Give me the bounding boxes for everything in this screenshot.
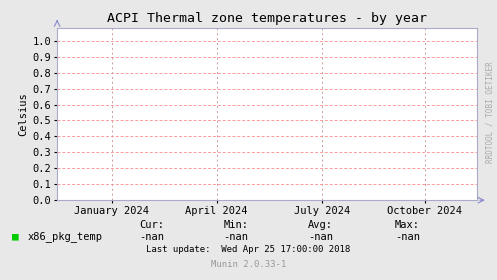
Text: -nan: -nan	[139, 232, 164, 242]
Title: ACPI Thermal zone temperatures - by year: ACPI Thermal zone temperatures - by year	[107, 12, 427, 25]
Y-axis label: Celsius: Celsius	[19, 92, 29, 136]
Text: Avg:: Avg:	[308, 220, 333, 230]
Text: Min:: Min:	[224, 220, 248, 230]
Text: Munin 2.0.33-1: Munin 2.0.33-1	[211, 260, 286, 269]
Text: Last update:  Wed Apr 25 17:00:00 2018: Last update: Wed Apr 25 17:00:00 2018	[147, 245, 350, 254]
Text: -nan: -nan	[395, 232, 420, 242]
Text: Max:: Max:	[395, 220, 420, 230]
Text: RRDTOOL / TOBI OETIKER: RRDTOOL / TOBI OETIKER	[486, 61, 495, 163]
Text: ■: ■	[12, 232, 19, 242]
Text: -nan: -nan	[308, 232, 333, 242]
Text: -nan: -nan	[224, 232, 248, 242]
Text: x86_pkg_temp: x86_pkg_temp	[27, 231, 102, 242]
Text: Cur:: Cur:	[139, 220, 164, 230]
